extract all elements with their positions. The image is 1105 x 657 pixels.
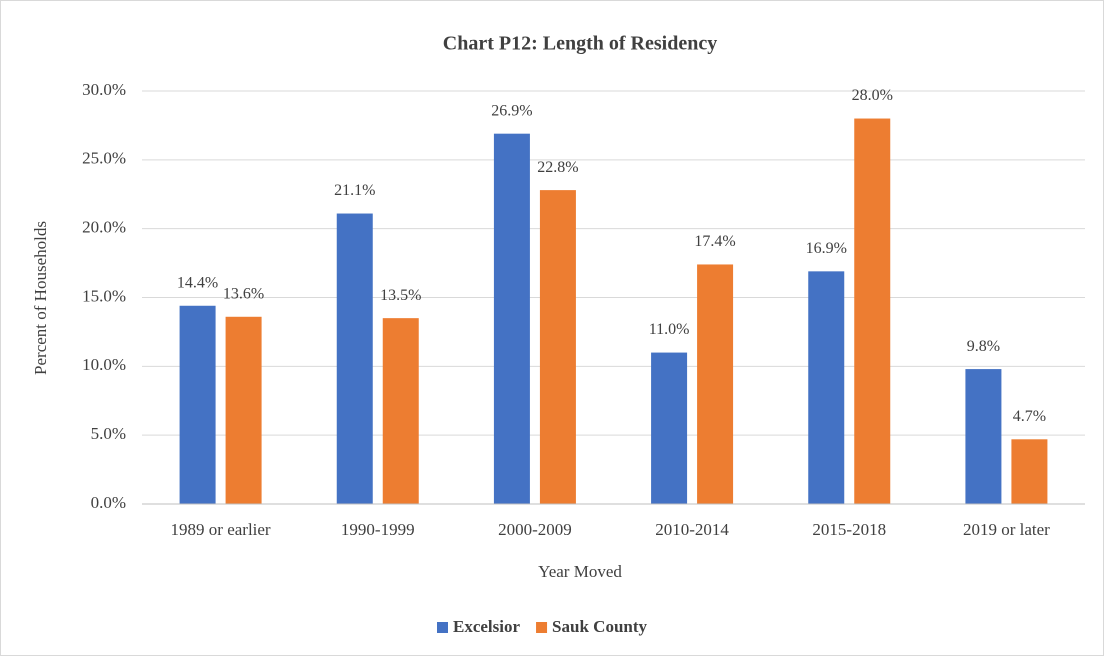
data-label: 11.0%: [649, 321, 690, 338]
x-tick-label: 2000-2009: [498, 520, 572, 539]
bar: [965, 369, 1002, 504]
x-tick-label: 2015-2018: [812, 520, 886, 539]
x-axis-label: Year Moved: [538, 562, 622, 581]
data-label: 21.1%: [334, 182, 375, 199]
bar: [225, 316, 262, 504]
bar: [651, 352, 688, 504]
y-tick-label: 25.0%: [82, 149, 126, 168]
data-label: 22.8%: [537, 159, 578, 176]
y-tick-label: 15.0%: [82, 286, 126, 305]
x-tick-label: 1990-1999: [341, 520, 415, 539]
bar: [539, 190, 576, 504]
bar: [854, 118, 891, 505]
bar: [493, 133, 530, 504]
chart-title: Chart P12: Length of Residency: [443, 33, 717, 55]
data-label: 13.5%: [380, 287, 421, 304]
x-tick-label: 1989 or earlier: [171, 520, 271, 539]
x-tick-label: 2010-2014: [655, 520, 729, 539]
legend-swatch: [437, 622, 448, 633]
data-label: 16.9%: [806, 240, 847, 257]
bar: [179, 305, 216, 504]
legend-label: Excelsior: [453, 617, 520, 636]
bar: [382, 318, 419, 504]
y-axis-label: Percent of Households: [31, 221, 50, 375]
bar: [1011, 439, 1048, 504]
data-label: 9.8%: [967, 338, 1000, 355]
x-tick-label: 2019 or later: [963, 520, 1050, 539]
legend-swatch: [536, 622, 548, 633]
y-tick-label: 20.0%: [82, 218, 126, 237]
bar: [808, 271, 845, 504]
data-label: 28.0%: [852, 87, 893, 104]
data-label: 13.6%: [223, 285, 264, 302]
y-tick-label: 5.0%: [91, 424, 126, 443]
y-tick-label: 30.0%: [82, 80, 126, 99]
bar: [697, 264, 734, 504]
y-tick-label: 10.0%: [82, 355, 126, 374]
y-tick-label: 0.0%: [91, 493, 126, 512]
data-label: 17.4%: [694, 233, 735, 250]
data-label: 14.4%: [177, 274, 218, 291]
data-label: 26.9%: [491, 102, 532, 119]
legend-label: Sauk County: [552, 617, 647, 636]
data-label: 4.7%: [1013, 408, 1046, 425]
bar: [336, 213, 373, 505]
